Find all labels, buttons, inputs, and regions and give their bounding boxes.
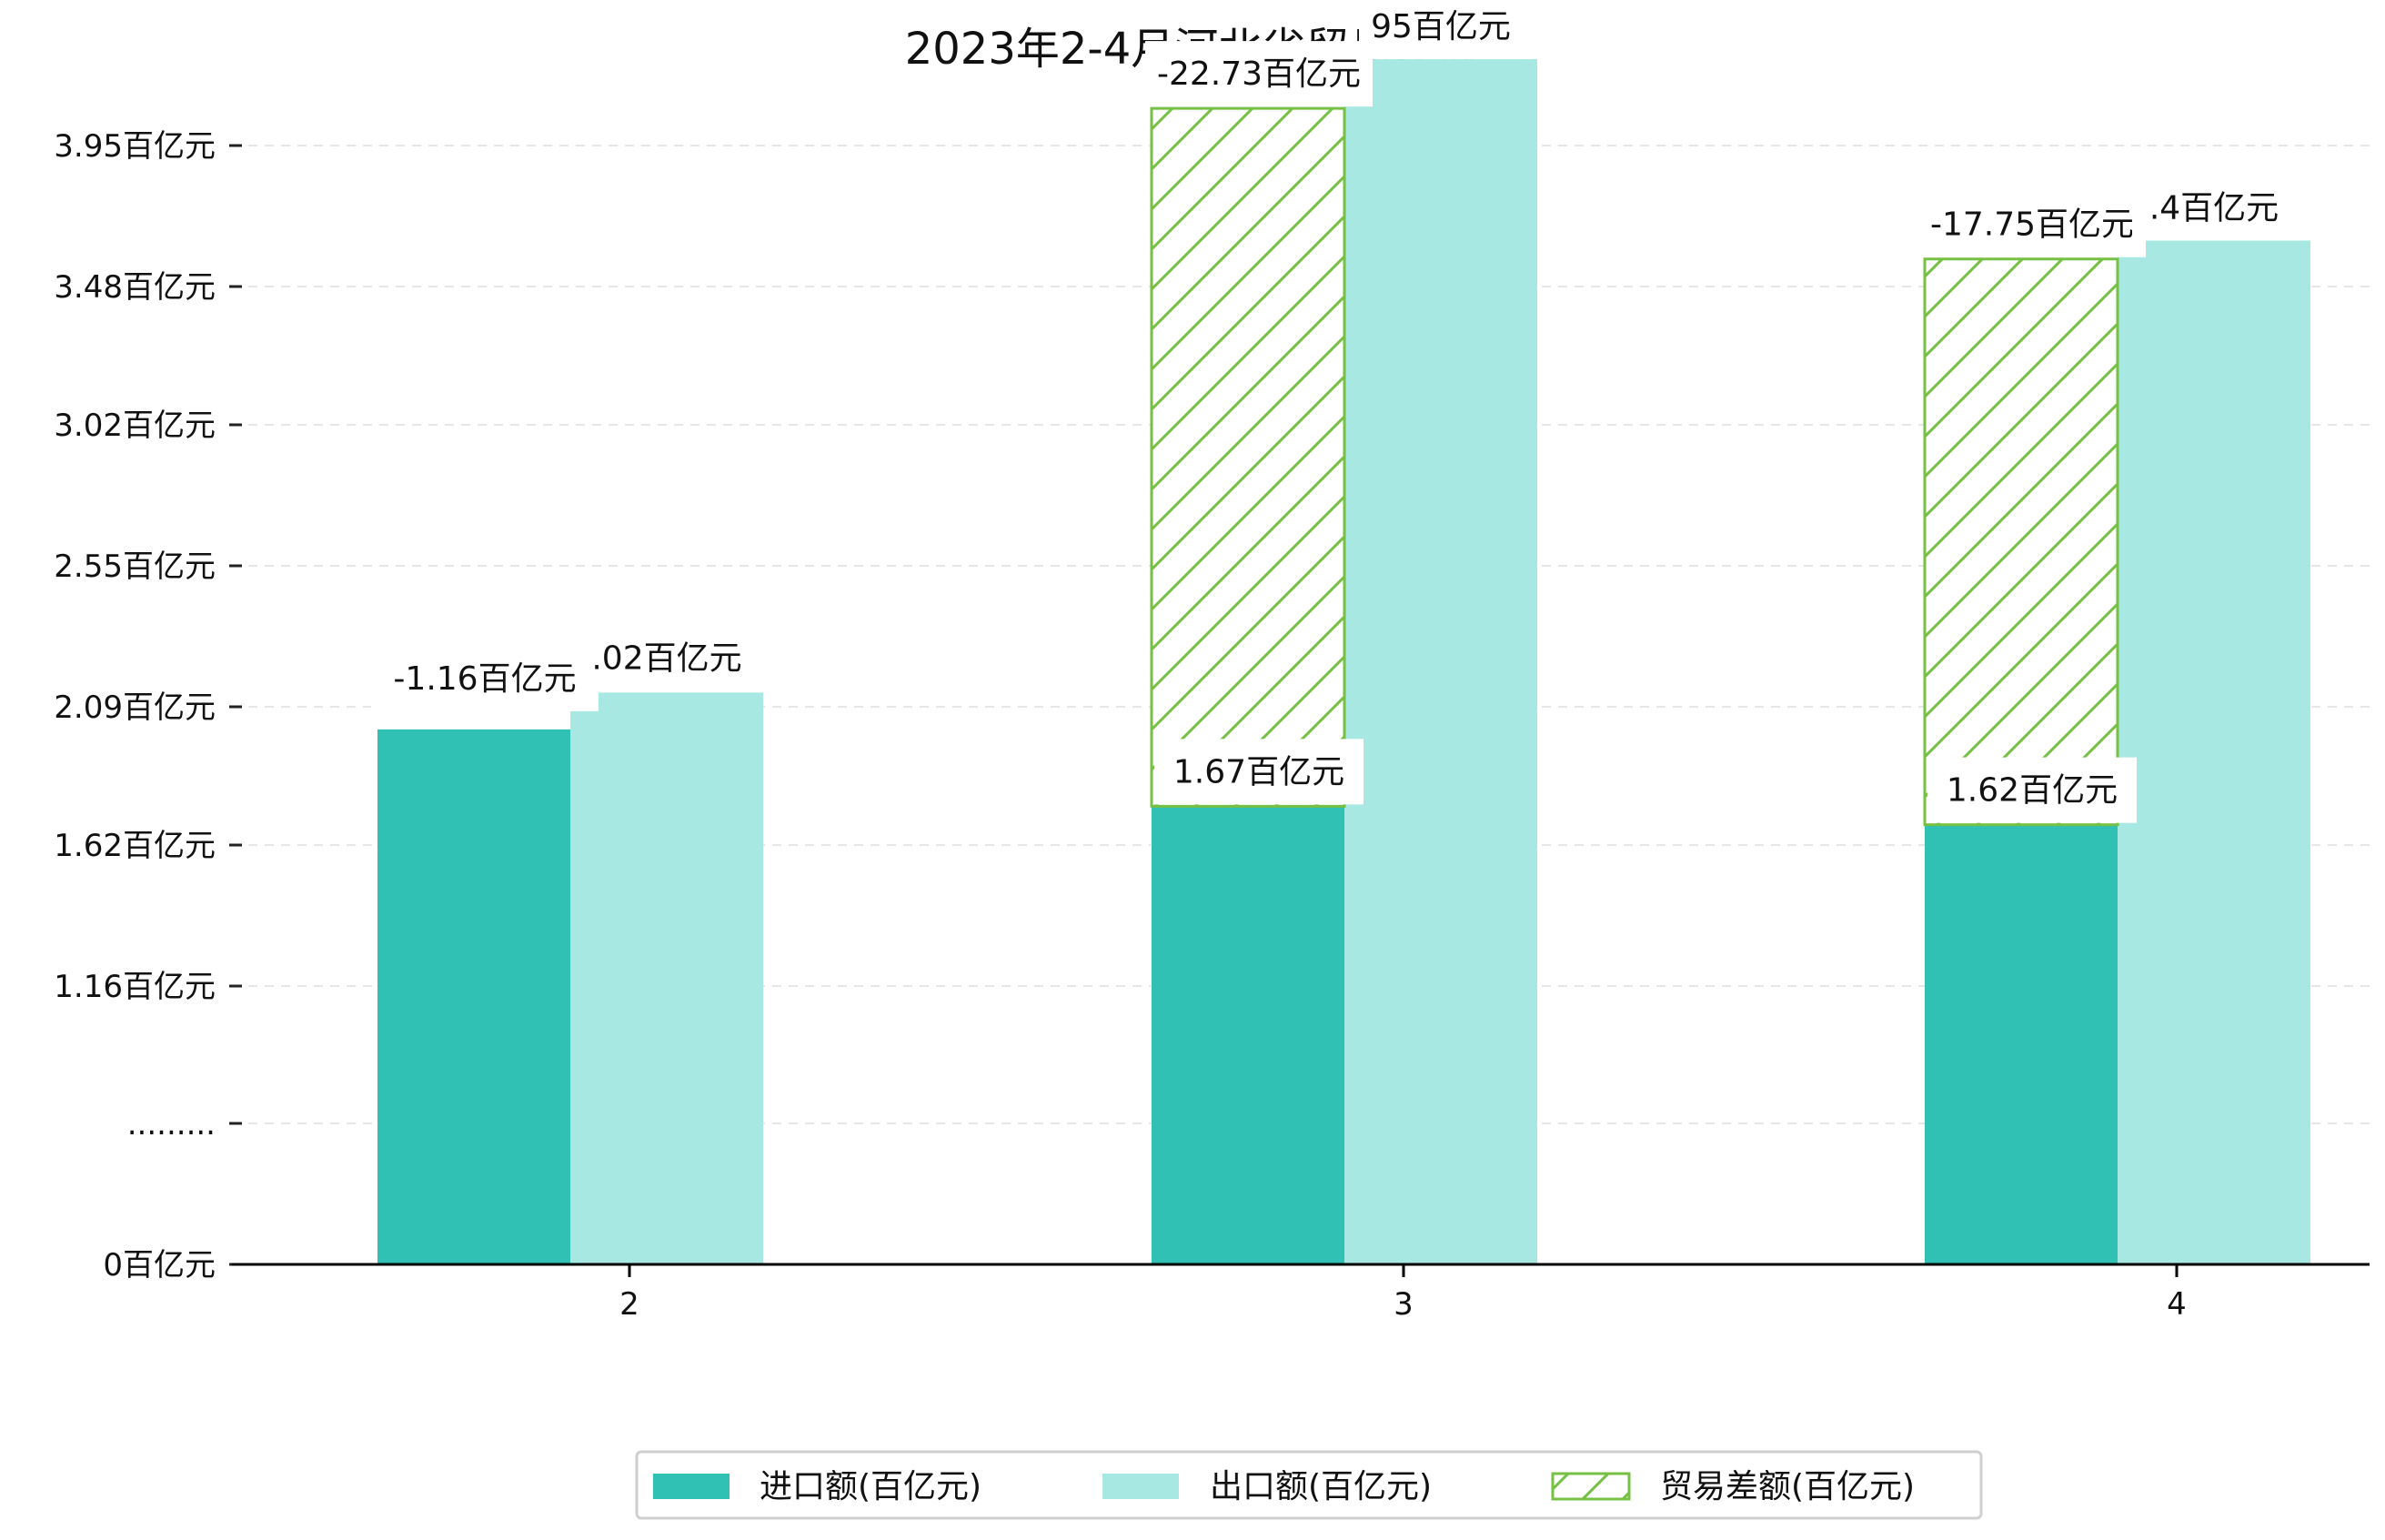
data-label-box — [1918, 191, 2146, 257]
data-label-box — [2132, 175, 2296, 241]
legend-label-balance: 贸易差额(百亿元) — [1660, 1468, 1915, 1505]
y-tick-label: ......... — [127, 1106, 216, 1142]
y-tick-label: 3.48百亿元 — [54, 269, 216, 306]
y-tick-label: 2.09百亿元 — [54, 689, 216, 726]
legend-swatch-export — [1102, 1474, 1179, 1499]
x-tick-label: 4 — [2167, 1286, 2187, 1323]
data-label-box — [580, 625, 753, 691]
x-tick-label: 2 — [619, 1286, 639, 1323]
data-label: .02百亿元 — [591, 639, 741, 677]
y-tick-label: 0百亿元 — [103, 1247, 216, 1283]
data-label-box — [1154, 739, 1364, 805]
data-label-box — [1359, 0, 1523, 60]
y-tick-label: 2.55百亿元 — [54, 549, 216, 585]
data-label: 95百亿元 — [1371, 8, 1511, 45]
legend-item-export[interactable]: 出口额(百亿元) — [1102, 1468, 1432, 1505]
bar-balance — [1923, 257, 2119, 827]
data-label-box — [1145, 41, 1373, 107]
data-label: -22.73百亿元 — [1157, 55, 1361, 93]
data-label: -1.16百亿元 — [393, 660, 576, 698]
bar-import — [377, 729, 570, 1264]
x-tick-label: 3 — [1394, 1286, 1414, 1323]
y-tick-label: 1.62百亿元 — [54, 828, 216, 864]
bar-balance — [1150, 106, 1346, 808]
x-axis: 2 3 4 — [232, 1263, 2370, 1323]
y-tick-label: 1.16百亿元 — [54, 969, 216, 1005]
bar-export — [570, 692, 763, 1264]
bar-export — [2118, 240, 2310, 1265]
legend-swatch-balance — [1551, 1472, 1631, 1501]
legend[interactable]: 进口额(百亿元) 出口额(百亿元) 贸易差额(百亿元) — [635, 1450, 1983, 1520]
data-label: .4百亿元 — [2149, 189, 2279, 226]
legend-label-import: 进口额(百亿元) — [760, 1468, 981, 1505]
bars — [377, 59, 2310, 1265]
data-label-box — [1927, 757, 2137, 823]
bar-import — [1152, 806, 1344, 1264]
bar-export — [1344, 59, 1537, 1264]
data-labels: -1.16百亿元 .02百亿元 -22.73百亿元 1.67百亿元 95百亿元 -17.7… — [371, 0, 2296, 823]
data-label: 1.62百亿元 — [1947, 772, 2118, 810]
legend-frame — [635, 1450, 1983, 1520]
legend-item-balance[interactable]: 贸易差额(百亿元) — [1551, 1468, 1915, 1505]
y-tick-label: 3.02百亿元 — [54, 408, 216, 444]
data-label: -17.75百亿元 — [1930, 206, 2134, 244]
y-axis: 0百亿元......... 1.16百亿元 1.62百亿元 2.09百亿元 2.55百亿… — [54, 128, 242, 1283]
bar-import — [1925, 824, 2118, 1264]
y-tick-label: 3.95百亿元 — [54, 128, 216, 165]
legend-swatch-import — [653, 1474, 730, 1499]
data-label: 1.67百亿元 — [1173, 753, 1344, 790]
legend-label-export: 出口额(百亿元) — [1210, 1468, 1432, 1505]
legend-item-import[interactable]: 进口额(百亿元) — [653, 1468, 981, 1505]
data-label-box — [371, 645, 599, 711]
